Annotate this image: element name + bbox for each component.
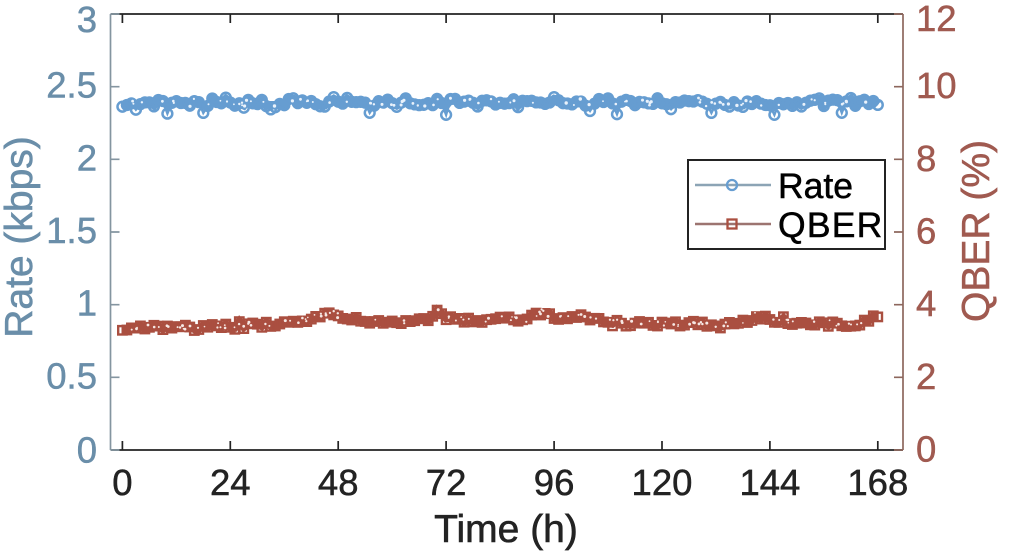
svg-text:8: 8 xyxy=(916,138,936,179)
svg-text:72: 72 xyxy=(426,462,467,503)
svg-text:168: 168 xyxy=(847,462,908,503)
svg-text:Rate: Rate xyxy=(778,166,853,206)
svg-text:0: 0 xyxy=(112,462,132,503)
svg-text:3: 3 xyxy=(77,0,97,40)
svg-text:1.5: 1.5 xyxy=(46,210,97,251)
svg-text:QBER: QBER xyxy=(778,205,883,245)
svg-text:144: 144 xyxy=(739,462,800,503)
svg-text:2: 2 xyxy=(916,356,936,397)
svg-text:0: 0 xyxy=(77,430,97,471)
svg-text:4: 4 xyxy=(916,283,936,324)
svg-text:120: 120 xyxy=(632,462,693,503)
svg-text:1: 1 xyxy=(77,283,97,324)
svg-text:QBER (%): QBER (%) xyxy=(955,140,998,322)
svg-text:2: 2 xyxy=(77,137,97,178)
svg-text:24: 24 xyxy=(210,462,251,503)
svg-text:Rate (kbps): Rate (kbps) xyxy=(0,136,41,338)
svg-text:6: 6 xyxy=(916,211,936,252)
svg-text:0.5: 0.5 xyxy=(46,355,97,396)
svg-text:12: 12 xyxy=(916,0,957,39)
svg-text:0: 0 xyxy=(916,429,936,470)
svg-text:10: 10 xyxy=(916,65,957,106)
svg-text:96: 96 xyxy=(534,462,575,503)
svg-text:48: 48 xyxy=(318,462,359,503)
svg-text:2.5: 2.5 xyxy=(46,65,97,106)
svg-text:Time (h): Time (h) xyxy=(434,508,578,551)
